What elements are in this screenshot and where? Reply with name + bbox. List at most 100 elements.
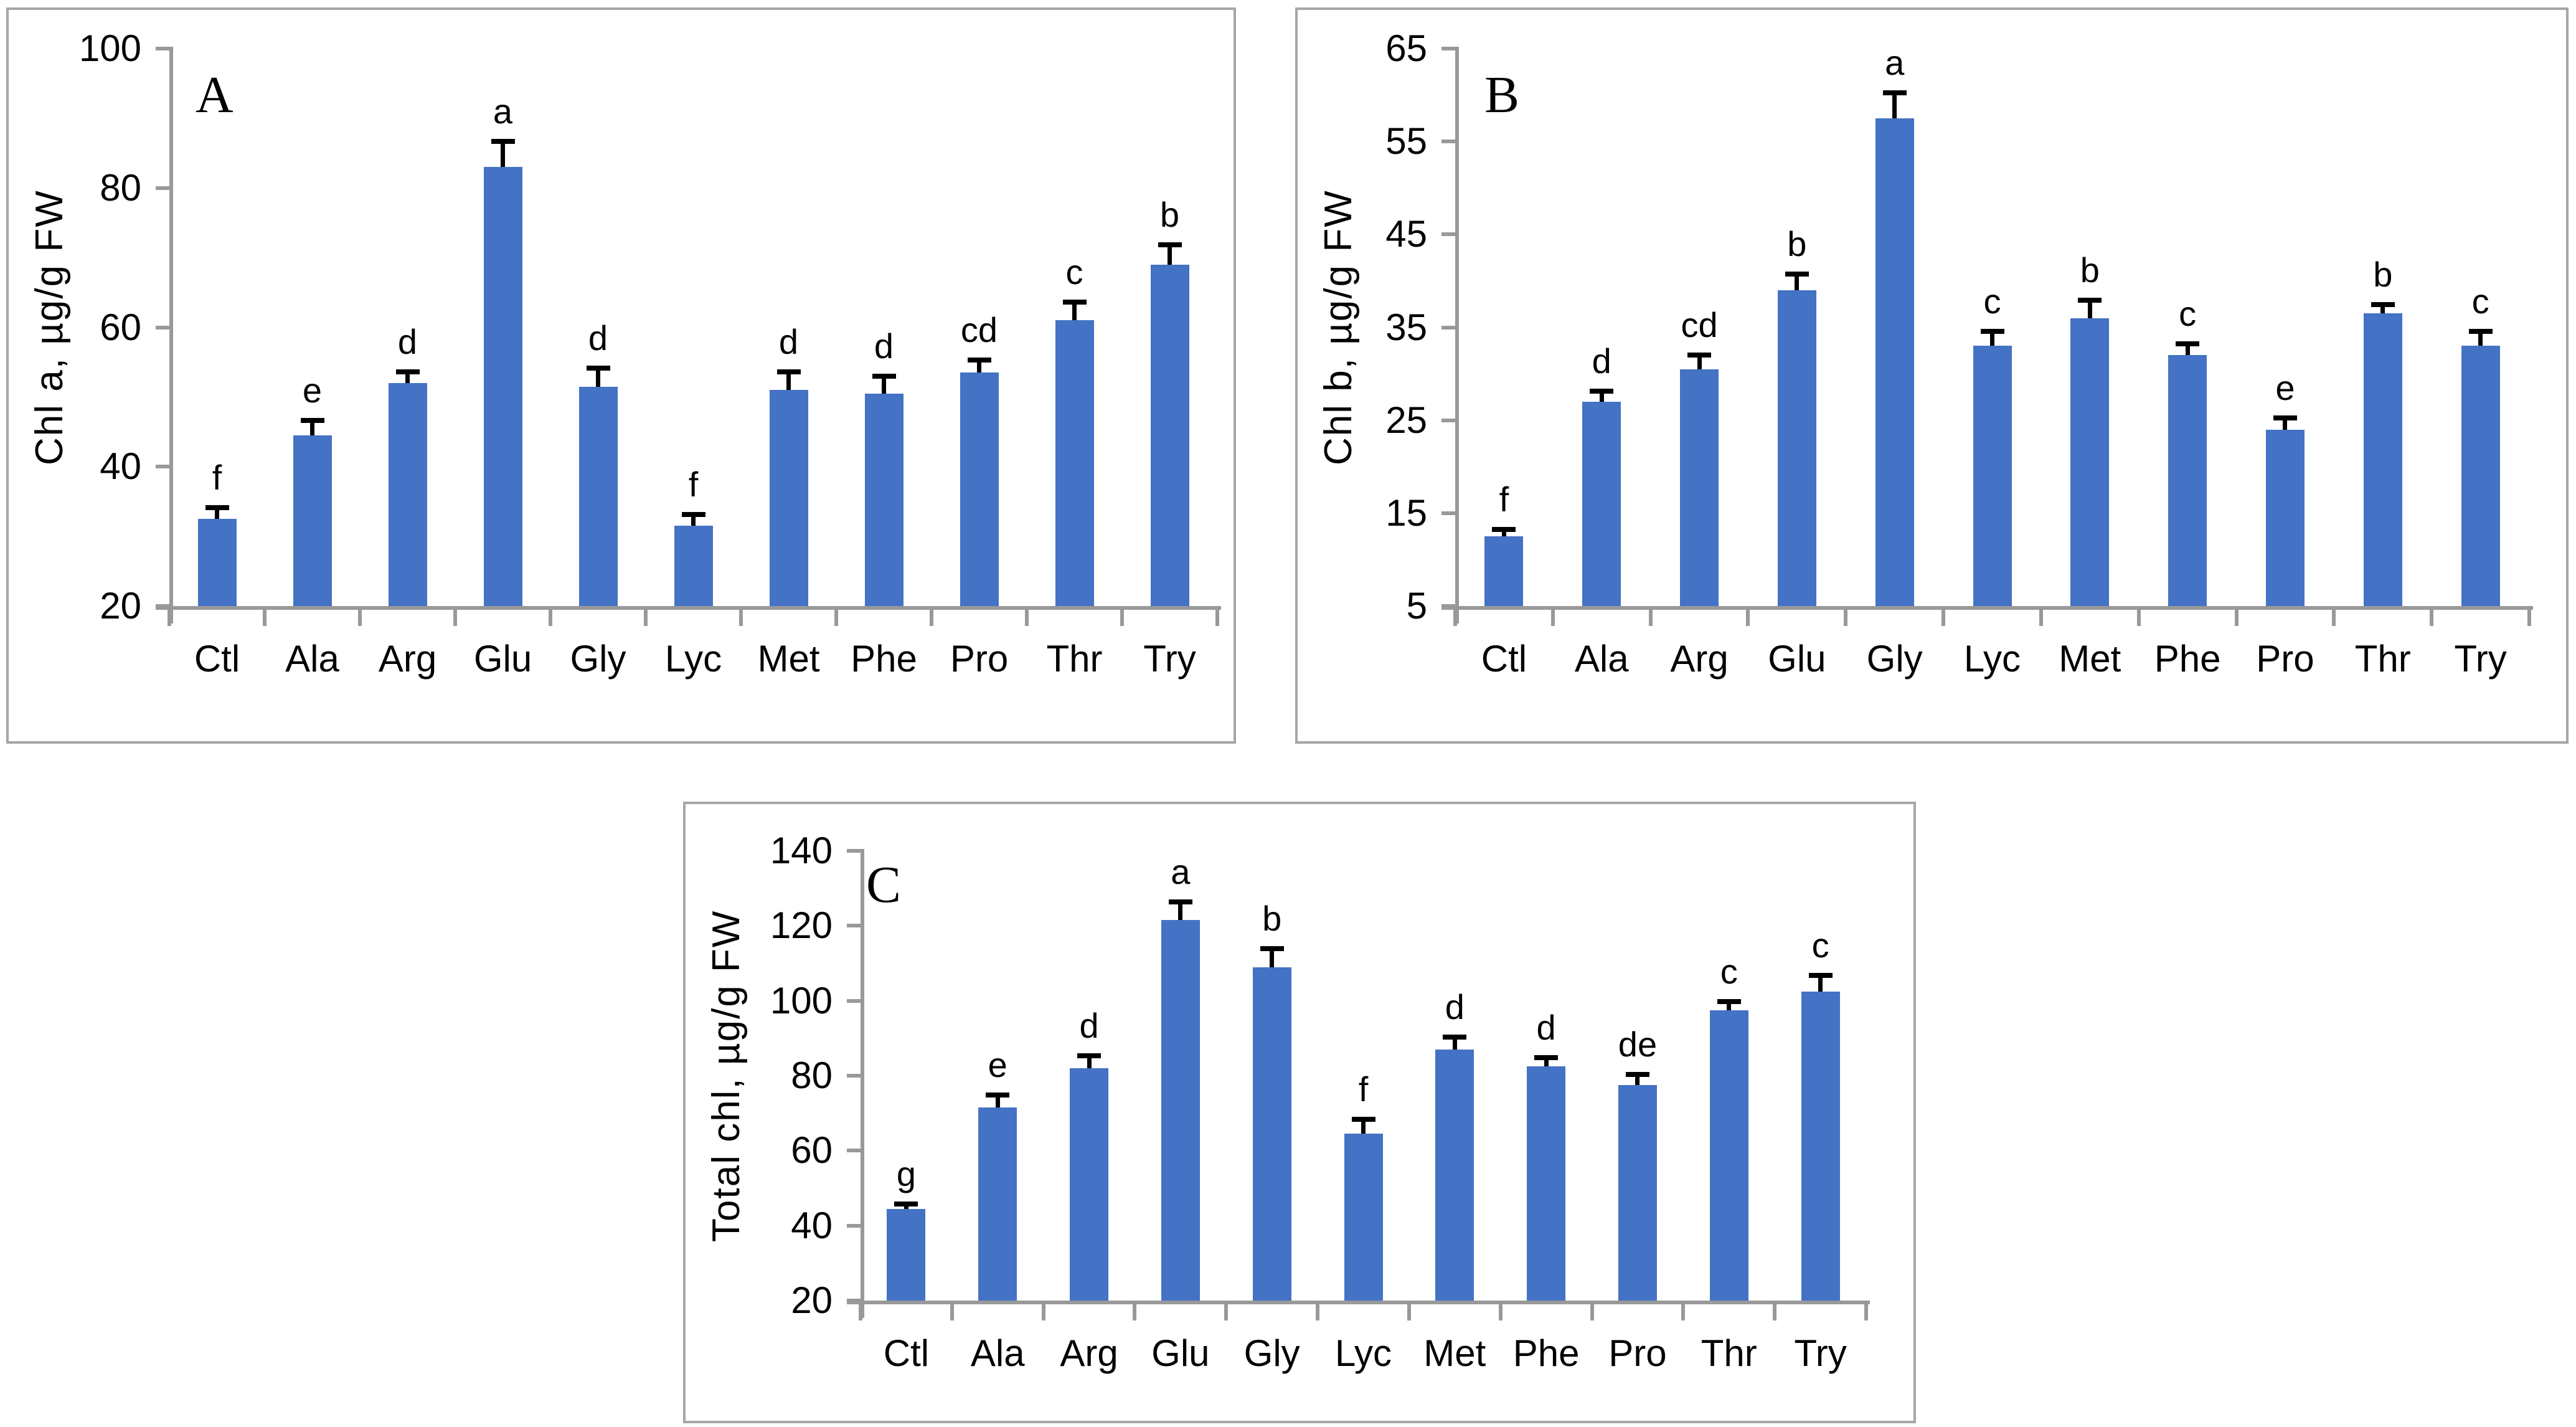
error-bar-cap — [872, 374, 896, 379]
error-bar-line — [1635, 1071, 1640, 1086]
x-tick-mark — [1316, 1304, 1320, 1320]
x-category-label-try: Try — [1794, 1332, 1847, 1374]
panel-c-inner: C Total chl, µg/g FW 20 40 60 80 100 120 140 g C… — [686, 804, 1913, 1421]
x-category-label-phe: Phe — [2154, 638, 2221, 680]
x-category-label-arg: Arg — [1060, 1332, 1118, 1374]
bar-lyc — [674, 526, 713, 606]
sig-letter: f — [688, 464, 699, 504]
x-category-label-gly: Gly — [1243, 1332, 1300, 1374]
x-tick-mark — [1041, 1304, 1045, 1320]
x-category-label-lyc: Lyc — [664, 638, 722, 680]
error-bar-line — [1178, 899, 1183, 921]
bar-gly — [1875, 118, 1914, 606]
x-tick-mark — [1120, 610, 1124, 626]
error-bar-line — [2185, 341, 2190, 356]
x-category-label-glu: Glu — [1768, 638, 1826, 680]
error-bar-cap — [1351, 1117, 1375, 1122]
sig-letter: c — [2471, 282, 2489, 321]
error-bar-cap — [1717, 998, 1741, 1004]
bar-glu — [1161, 920, 1200, 1301]
y-tick-label: 35 — [1385, 306, 1427, 348]
x-tick-mark — [859, 1304, 862, 1320]
x-tick-mark — [2234, 610, 2239, 626]
y-axis-line — [1455, 47, 1459, 623]
error-bar-cap — [2176, 341, 2200, 346]
error-bar-cap — [1808, 972, 1833, 978]
x-category-label-pro: Pro — [2256, 638, 2314, 680]
error-bar-line — [1270, 946, 1275, 967]
bar-gly — [578, 386, 618, 606]
error-bar-cap — [2078, 297, 2102, 303]
error-bar-cap — [1168, 899, 1192, 905]
bar-lyc — [1973, 346, 2012, 606]
sig-letter: b — [1787, 224, 1807, 263]
y-tick-mark — [847, 1223, 861, 1228]
error-bar-cap — [1687, 352, 1712, 358]
error-bar-line — [995, 1093, 1000, 1108]
sig-letter: g — [896, 1154, 916, 1193]
sig-letter: b — [2373, 255, 2393, 295]
bar-thr — [1709, 1010, 1748, 1301]
y-tick-label: 40 — [791, 1204, 833, 1246]
y-tick-mark — [1441, 418, 1455, 422]
bar-met — [769, 390, 808, 606]
error-bar-cap — [1534, 1055, 1559, 1060]
x-tick-mark — [1498, 1304, 1503, 1320]
x-tick-mark — [834, 610, 838, 626]
bar-met — [1435, 1049, 1474, 1301]
x-tick-mark — [453, 610, 457, 626]
bar-try — [2461, 346, 2500, 606]
error-bar-cap — [1158, 242, 1182, 247]
x-category-label-try: Try — [1143, 638, 1196, 680]
y-tick-label: 100 — [78, 27, 141, 69]
y-tick-mark — [847, 849, 861, 853]
error-bar-line — [2478, 329, 2483, 346]
x-category-label-ala: Ala — [1574, 638, 1629, 680]
x-tick-mark — [1215, 610, 1219, 626]
error-bar-cap — [1980, 329, 2004, 334]
x-category-label-pro: Pro — [1608, 1332, 1667, 1374]
x-tick-mark — [950, 1304, 954, 1320]
error-bar-cap — [1077, 1053, 1102, 1058]
y-tick-label: 60 — [100, 306, 141, 348]
bar-ctl — [197, 519, 237, 606]
sig-letter: cd — [960, 310, 998, 349]
x-tick-mark — [2136, 610, 2141, 626]
y-tick-label: 60 — [791, 1129, 833, 1172]
sig-letter: d — [397, 321, 418, 361]
x-tick-mark — [739, 610, 743, 626]
bar-pro — [2265, 429, 2305, 606]
error-bar-line — [2283, 415, 2288, 430]
y-tick-mark — [847, 924, 861, 928]
error-bar-cap — [1625, 1071, 1649, 1077]
x-category-label-phe: Phe — [851, 638, 917, 680]
bar-phe — [864, 393, 903, 606]
x-tick-mark — [1453, 610, 1457, 626]
x-category-label-thr: Thr — [1701, 1332, 1757, 1374]
sig-letter: c — [1811, 925, 1829, 965]
x-category-label-gly: Gly — [1866, 638, 1923, 680]
y-tick-mark — [1441, 325, 1455, 329]
x-tick-mark — [1407, 1304, 1411, 1320]
error-bar-line — [1892, 90, 1897, 118]
sig-letter: de — [1618, 1024, 1658, 1064]
error-bar-cap — [967, 357, 991, 363]
x-tick-mark — [644, 610, 648, 626]
y-tick-label: 80 — [100, 166, 141, 209]
error-bar-cap — [1062, 299, 1087, 305]
y-tick-label: 140 — [770, 830, 833, 871]
x-tick-mark — [1746, 610, 1750, 626]
error-bar-cap — [586, 366, 610, 371]
x-tick-mark — [1941, 610, 1946, 626]
x-tick-mark — [2039, 610, 2043, 626]
sig-letter: d — [874, 326, 894, 366]
x-category-label-try: Try — [2454, 638, 2507, 680]
error-bar-cap — [205, 505, 229, 510]
error-bar-line — [1697, 352, 1702, 369]
y-tick-mark — [156, 186, 169, 190]
panel-letter-b: B — [1484, 66, 1520, 124]
x-category-label-met: Met — [1423, 1332, 1486, 1374]
error-bar-cap — [2468, 329, 2493, 334]
y-tick-mark — [847, 1074, 861, 1078]
sig-letter: b — [1159, 195, 1180, 234]
